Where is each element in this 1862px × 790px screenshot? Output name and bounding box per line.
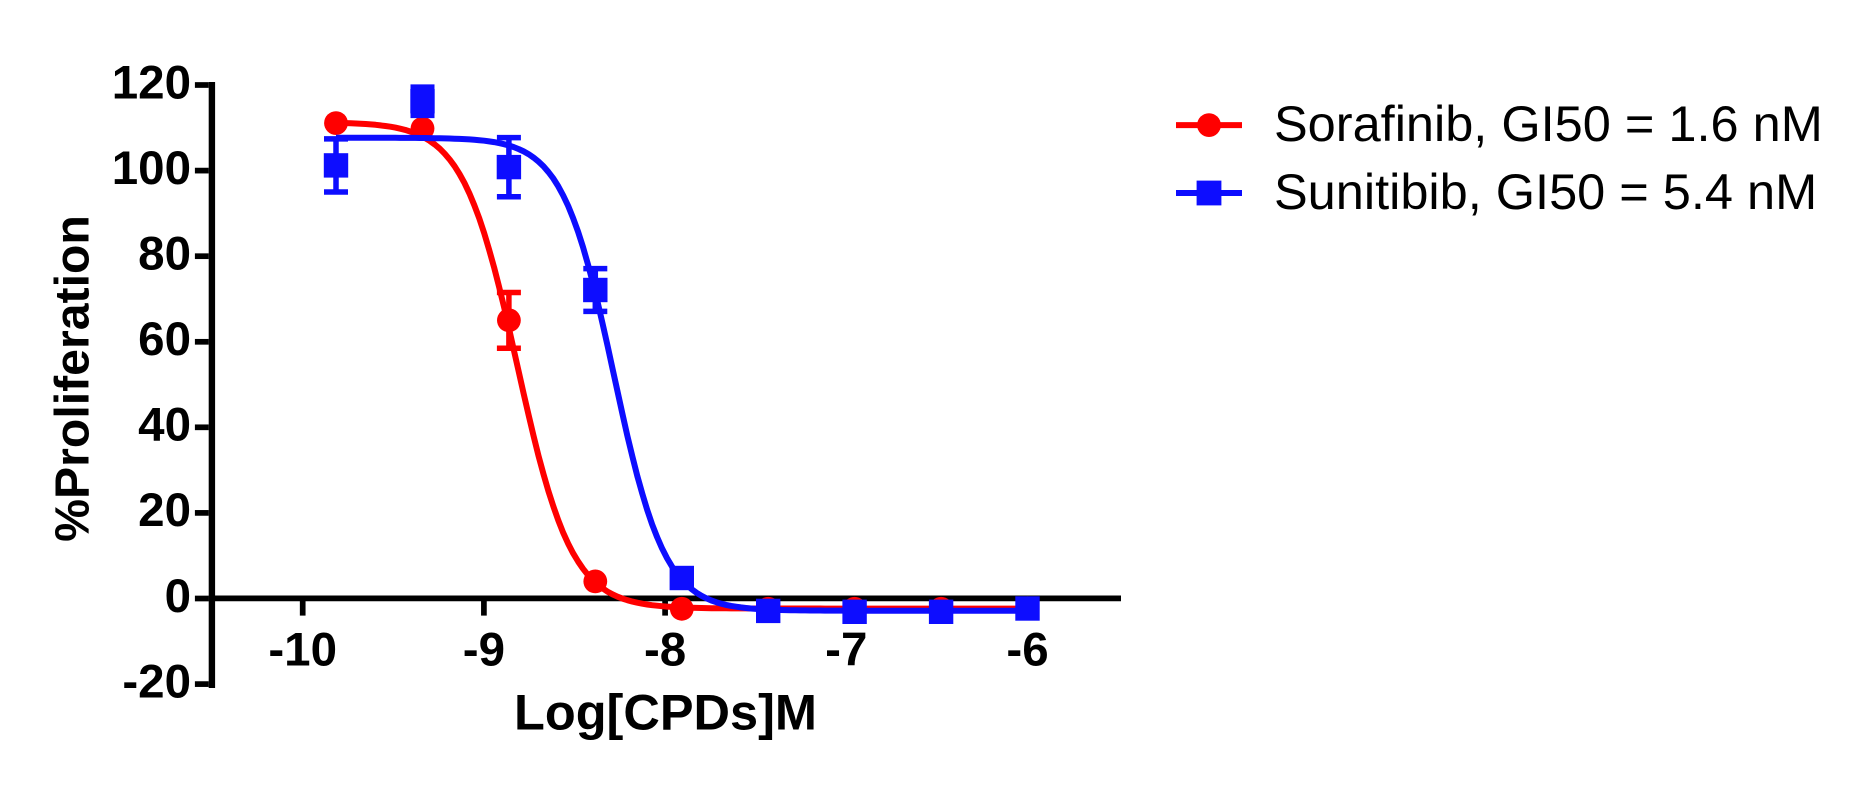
- svg-text:80: 80: [138, 228, 191, 281]
- svg-text:Log[CPDs]M: Log[CPDs]M: [514, 683, 817, 740]
- svg-text:Sunitibib, GI50 = 5.4 nM: Sunitibib, GI50 = 5.4 nM: [1274, 163, 1817, 220]
- svg-text:100: 100: [112, 142, 191, 195]
- svg-text:-20: -20: [122, 655, 191, 708]
- svg-text:120: 120: [112, 56, 191, 109]
- svg-text:0: 0: [165, 570, 191, 623]
- svg-text:-10: -10: [268, 623, 337, 676]
- svg-text:-8: -8: [644, 623, 686, 676]
- svg-text:60: 60: [138, 313, 191, 366]
- svg-text:Sorafinib, GI50 = 1.6 nM: Sorafinib, GI50 = 1.6 nM: [1274, 95, 1823, 152]
- svg-text:20: 20: [138, 484, 191, 537]
- svg-text:%Proliferation: %Proliferation: [46, 215, 100, 542]
- svg-text:-7: -7: [825, 623, 867, 676]
- svg-text:-6: -6: [1006, 623, 1048, 676]
- svg-text:-9: -9: [463, 623, 505, 676]
- svg-text:40: 40: [138, 399, 191, 452]
